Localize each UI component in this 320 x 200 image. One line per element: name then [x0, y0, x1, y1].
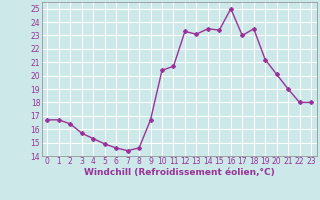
X-axis label: Windchill (Refroidissement éolien,°C): Windchill (Refroidissement éolien,°C) — [84, 168, 275, 177]
